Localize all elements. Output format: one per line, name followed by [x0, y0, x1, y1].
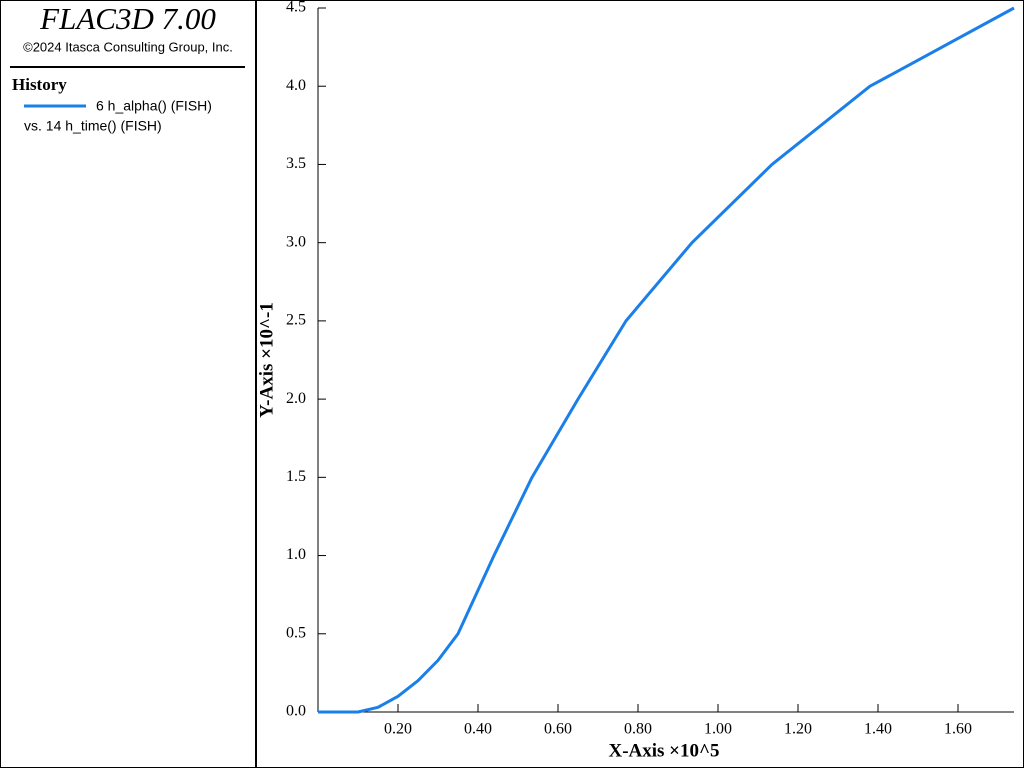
y-tick-label: 3.5: [286, 155, 306, 172]
legend-title: History: [12, 75, 67, 94]
y-tick-label: 3.0: [286, 233, 306, 250]
legend-label: 6 h_alpha() (FISH): [96, 98, 212, 114]
x-tick-label: 0.40: [464, 721, 492, 738]
y-tick-label: 4.5: [286, 0, 306, 16]
x-tick-label: 1.40: [864, 721, 892, 738]
x-tick-label: 1.20: [784, 721, 812, 738]
y-tick-label: 4.0: [286, 77, 306, 94]
y-tick-label: 1.0: [286, 546, 306, 563]
legend-x-series: vs. 14 h_time() (FISH): [24, 118, 162, 134]
x-tick-label: 1.00: [704, 721, 732, 738]
copyright: ©2024 Itasca Consulting Group, Inc.: [23, 39, 233, 54]
x-axis-label: X-Axis ×10^5: [608, 740, 719, 761]
app-title: FLAC3D 7.00: [39, 1, 216, 36]
y-tick-label: 1.5: [286, 468, 306, 485]
x-tick-label: 0.80: [624, 721, 652, 738]
y-tick-label: 0.0: [286, 703, 306, 720]
data-line: [318, 6, 1015, 714]
y-tick-label: 2.0: [286, 390, 306, 407]
x-tick-label: 0.20: [384, 721, 412, 738]
y-axis-label: Y-Axis ×10^-1: [256, 302, 277, 418]
y-tick-label: 0.5: [286, 624, 306, 641]
x-tick-label: 1.60: [944, 721, 972, 738]
x-tick-label: 0.60: [544, 721, 572, 738]
y-tick-label: 2.5: [286, 312, 306, 329]
